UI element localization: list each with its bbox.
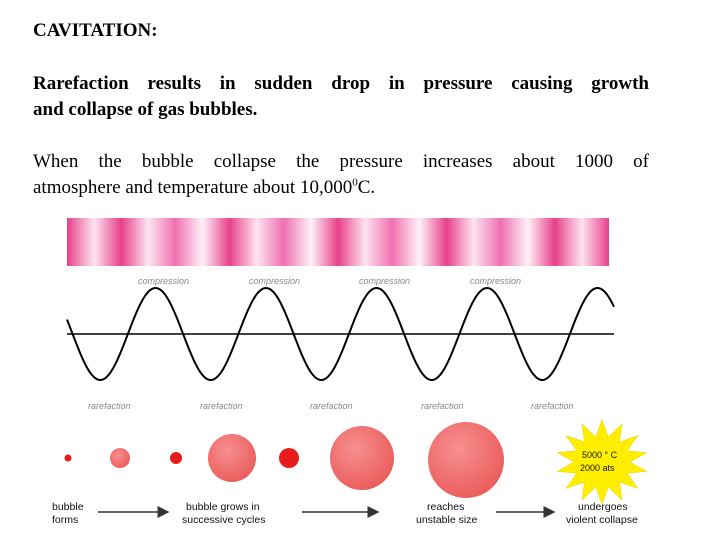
rarefaction-line-1: Rarefaction results in sudden drop in pr… — [33, 73, 649, 94]
caption-reaches-line1: reaches — [427, 501, 464, 513]
collapse-line-2-unit: C. — [357, 177, 376, 198]
collapse-star: 5000 ° C 2000 ats — [556, 418, 648, 506]
compression-labels: compression compression compression comp… — [138, 276, 521, 286]
bubble-unstable — [428, 422, 504, 498]
collapse-paragraph: When the bubble collapse the pressure in… — [33, 149, 649, 201]
bubble-compressed — [170, 452, 182, 464]
bubble-medium — [208, 434, 256, 482]
caption-reaches-line2: unstable size — [416, 514, 477, 526]
star-burst — [556, 418, 648, 506]
bubble-sequence — [64, 422, 504, 498]
compression-label: compression — [249, 276, 300, 286]
collapse-line-2: atmosphere and temperature about 10,0000… — [33, 175, 649, 201]
rarefaction-labels: rarefaction rarefaction rarefaction rare… — [88, 401, 574, 411]
rarefaction-label: rarefaction — [88, 401, 131, 411]
rarefaction-label: rarefaction — [421, 401, 464, 411]
compression-label: compression — [138, 276, 189, 286]
caption-bubble-forms-line1: bubble — [52, 501, 84, 513]
star-pressure-label: 2000 ats — [580, 463, 615, 473]
rarefaction-label: rarefaction — [531, 401, 574, 411]
collapse-line-2-text: atmosphere and temperature about 10,000 — [33, 177, 353, 198]
collapse-line-1: When the bubble collapse the pressure in… — [33, 151, 649, 172]
rarefaction-paragraph: Rarefaction results in sudden drop in pr… — [33, 71, 649, 123]
caption-undergoes-line2: violent collapse — [566, 514, 638, 526]
pressure-band — [67, 218, 609, 266]
caption-undergoes-line1: undergoes — [578, 501, 628, 513]
bubble-small — [110, 448, 130, 468]
caption-bubble-grows-line2: successive cycles — [182, 514, 265, 526]
rarefaction-line-2: and collapse of gas bubbles. — [33, 99, 258, 120]
bubble-tiny — [64, 454, 72, 462]
rarefaction-label: rarefaction — [310, 401, 353, 411]
bubble-compressed — [279, 448, 299, 468]
page-title: CAVITATION: — [33, 20, 158, 41]
compression-label: compression — [359, 276, 410, 286]
rarefaction-label: rarefaction — [200, 401, 243, 411]
compression-label: compression — [470, 276, 521, 286]
process-captions: bubble forms bubble grows in successive … — [52, 501, 638, 526]
bubble-large — [330, 426, 394, 490]
degree-superscript: 0 — [352, 176, 358, 189]
caption-bubble-grows-line1: bubble grows in — [186, 501, 260, 513]
star-temperature-label: 5000 ° C — [582, 450, 618, 460]
caption-bubble-forms-line2: forms — [52, 514, 78, 526]
pressure-wave — [66, 286, 615, 381]
